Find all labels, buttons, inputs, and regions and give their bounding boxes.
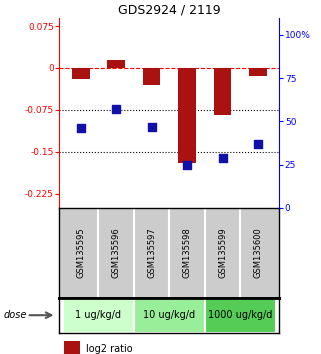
- Bar: [214, 68, 231, 115]
- Text: 10 ug/kg/d: 10 ug/kg/d: [143, 310, 195, 320]
- Bar: [64, 341, 80, 354]
- Point: [114, 107, 119, 112]
- Bar: [249, 68, 267, 76]
- Bar: [107, 59, 125, 68]
- Text: 1000 ug/kg/d: 1000 ug/kg/d: [208, 310, 273, 320]
- Bar: [134, 298, 205, 333]
- Bar: [63, 298, 134, 333]
- Text: dose: dose: [3, 310, 27, 320]
- Text: log2 ratio: log2 ratio: [86, 344, 133, 354]
- Bar: [178, 68, 196, 163]
- Text: 1 ug/kg/d: 1 ug/kg/d: [75, 310, 121, 320]
- Bar: [205, 298, 276, 333]
- Text: GSM135597: GSM135597: [147, 227, 156, 278]
- Point: [220, 155, 225, 160]
- Text: GSM135599: GSM135599: [218, 227, 227, 278]
- Text: GSM135598: GSM135598: [183, 227, 192, 278]
- Title: GDS2924 / 2119: GDS2924 / 2119: [118, 4, 221, 17]
- Point: [185, 162, 190, 167]
- Bar: [72, 68, 90, 79]
- Bar: [143, 68, 160, 85]
- Text: GSM135596: GSM135596: [112, 227, 121, 278]
- Text: GSM135595: GSM135595: [76, 227, 85, 278]
- Text: GSM135600: GSM135600: [254, 227, 263, 278]
- Point: [149, 124, 154, 129]
- Point: [256, 141, 261, 147]
- Point: [78, 125, 83, 131]
